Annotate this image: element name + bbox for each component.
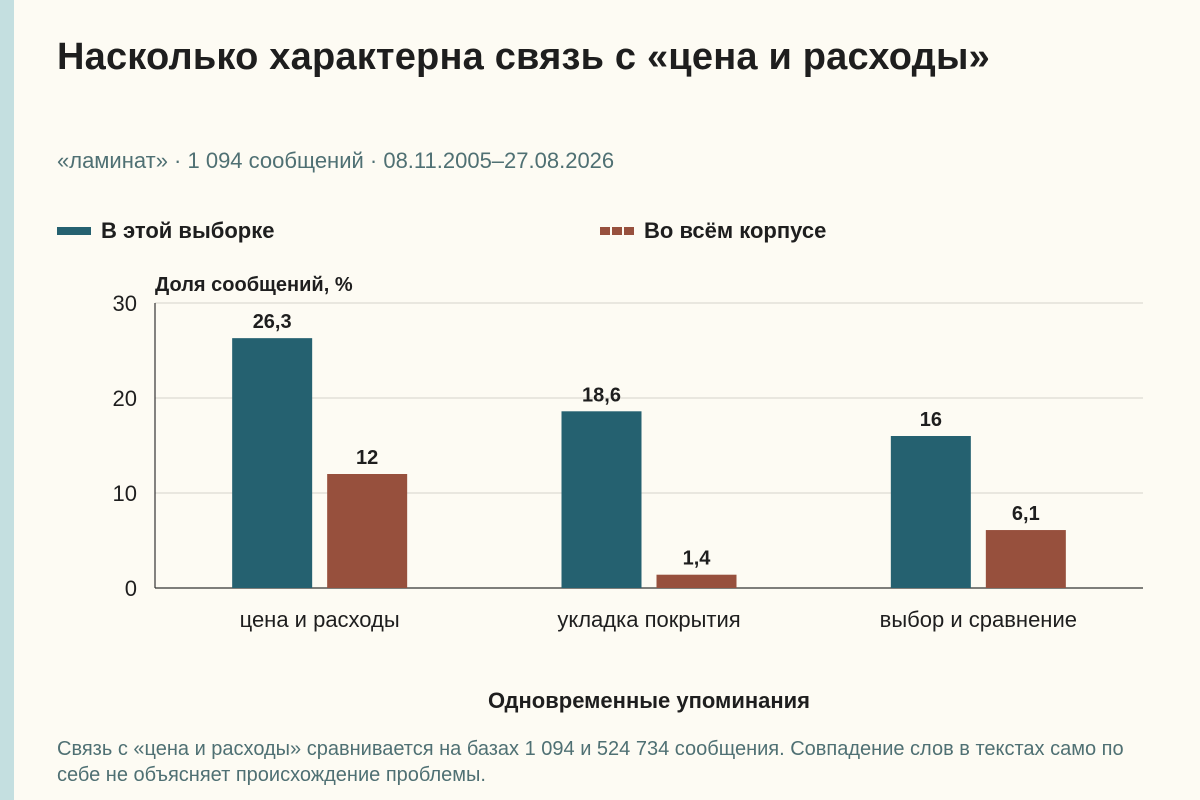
data-label: 18,6 — [582, 384, 621, 406]
x-tick-label: выбор и сравнение — [880, 607, 1077, 632]
legend: В этой выборке Во всём корпусе — [0, 218, 1200, 248]
x-axis-title: Одновременные упоминания — [488, 688, 810, 713]
footnote: Связь с «цена и расходы» сравнивается на… — [57, 738, 1124, 786]
bar-sample — [232, 338, 313, 588]
legend-label-corpus: Во всём корпусе — [644, 218, 827, 243]
data-label: 1,4 — [683, 548, 712, 570]
left-edge-strip — [0, 0, 14, 800]
legend-item-sample: В этой выборке — [57, 218, 274, 244]
y-tick-label: 0 — [125, 576, 137, 601]
x-tick-label: укладка покрытия — [557, 607, 740, 632]
y-tick-label: 20 — [113, 386, 137, 411]
chart-title: Насколько характерна связь с «цена и рас… — [57, 36, 990, 78]
bar-corpus — [985, 530, 1066, 588]
x-tick-label: цена и расходы — [240, 607, 400, 632]
legend-label-sample: В этой выборке — [101, 218, 275, 243]
legend-swatch-corpus — [600, 227, 634, 235]
y-tick-label: 10 — [113, 481, 137, 506]
data-label: 16 — [920, 409, 942, 431]
chart-subtitle: «ламинат» · 1 094 сообщений · 08.11.2005… — [57, 148, 615, 173]
y-tick-label: 30 — [113, 291, 137, 316]
bar-sample — [561, 411, 642, 588]
legend-swatch-sample — [57, 227, 91, 235]
bar-sample — [890, 436, 971, 588]
legend-item-corpus: Во всём корпусе — [600, 218, 826, 244]
y-axis-title: Доля сообщений, % — [155, 274, 353, 296]
data-label: 26,3 — [253, 311, 292, 333]
data-label: 12 — [356, 447, 378, 469]
data-label: 6,1 — [1012, 503, 1040, 525]
bar-corpus — [327, 474, 408, 588]
bar-corpus — [656, 574, 737, 588]
